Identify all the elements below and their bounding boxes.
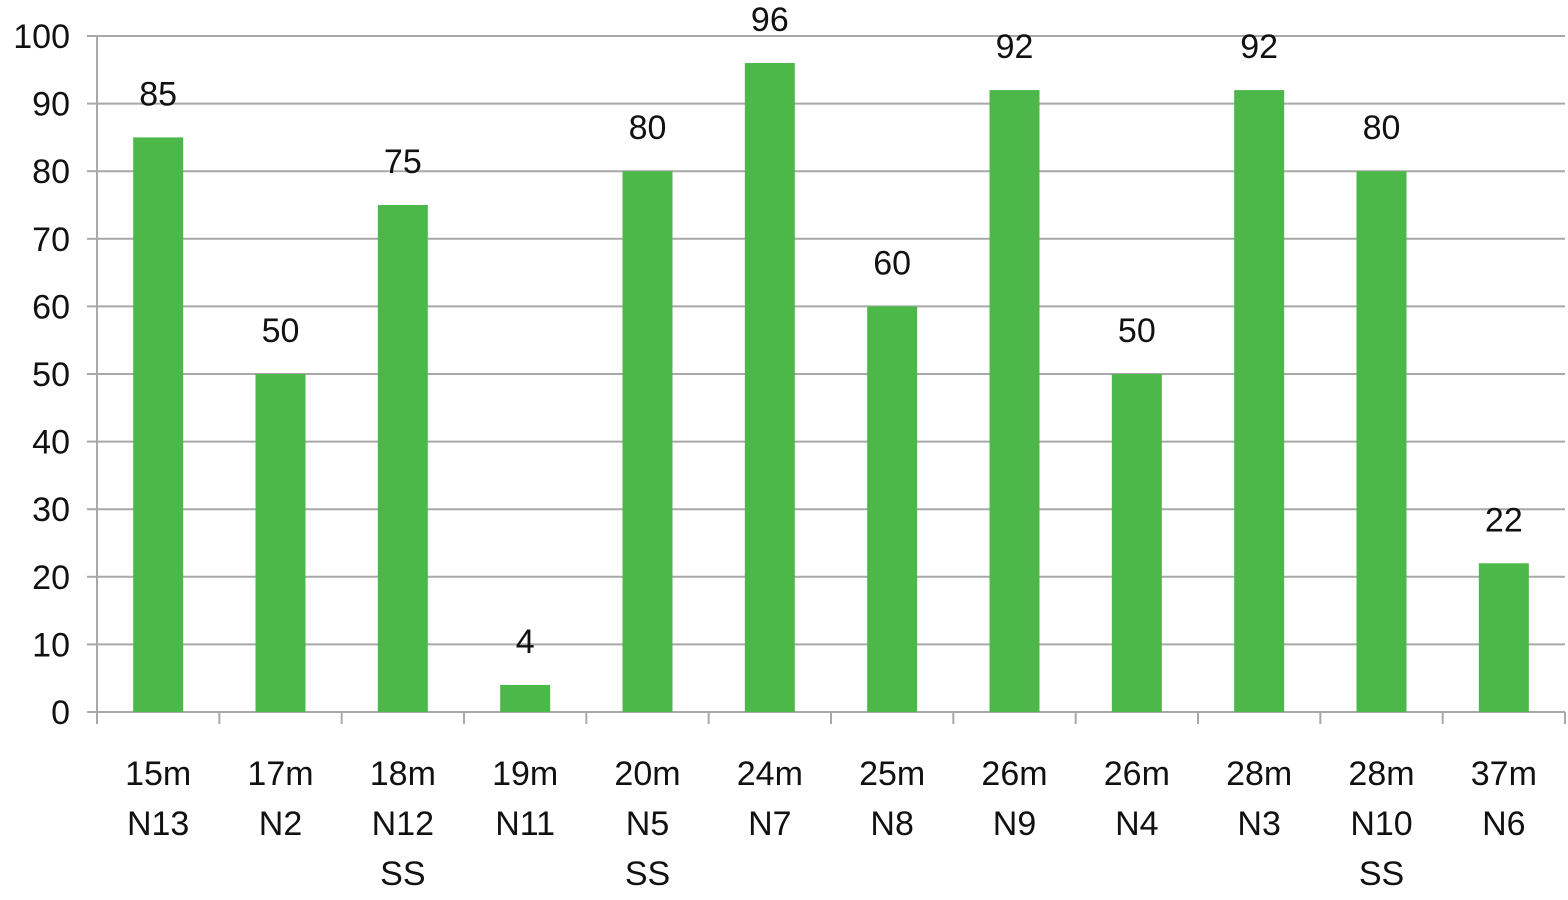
x-tick-label-line: N10	[1350, 805, 1412, 843]
x-tick-label: 28m N10 SS	[1348, 755, 1414, 893]
y-tick-label: 10	[32, 626, 70, 664]
x-tick-label: 15m N13	[125, 755, 191, 843]
x-tick-label: 26m N9	[981, 755, 1047, 843]
value-label: 85	[139, 75, 177, 113]
value-label: 75	[384, 143, 422, 181]
x-tick-label: 19m N11	[492, 755, 558, 843]
x-tick-label: 17m N2	[247, 755, 313, 843]
bar	[1356, 171, 1407, 712]
x-tick-label: 24m N7	[737, 755, 803, 843]
x-tick-label-line: N11	[495, 805, 555, 843]
x-tick-label-line: 25m	[859, 755, 925, 793]
x-tick-label-line: 26m	[981, 755, 1047, 793]
x-tick-label-line: N9	[993, 805, 1036, 843]
x-tick-label-line: N4	[1115, 805, 1158, 843]
y-tick-label: 60	[32, 288, 70, 326]
value-label: 80	[629, 109, 667, 147]
x-tick-label-line: N8	[870, 805, 913, 843]
x-tick-label: 26m N4	[1104, 755, 1170, 843]
x-tick-label-line: SS	[380, 855, 425, 893]
x-tick-label-line: N7	[748, 805, 791, 843]
value-label: 96	[751, 1, 789, 39]
y-tick-label: 20	[32, 559, 70, 597]
x-tick-label-line: 20m	[614, 755, 680, 793]
y-tick-label: 30	[32, 491, 70, 529]
bar	[133, 137, 184, 712]
x-tick-label-line: SS	[625, 855, 670, 893]
y-tick-label: 90	[32, 86, 70, 124]
x-tick-label: 20m N5 SS	[614, 755, 680, 893]
value-label: 92	[1240, 28, 1278, 66]
bar	[500, 684, 551, 712]
value-label: 92	[996, 28, 1034, 66]
x-tick-label: 18m N12 SS	[370, 755, 436, 893]
bar	[1234, 90, 1285, 712]
x-tick-label-line: 18m	[370, 755, 436, 793]
value-label: 80	[1363, 109, 1401, 147]
x-tick-label-line: N2	[259, 805, 302, 843]
bar	[622, 171, 673, 712]
y-tick-label: 50	[32, 356, 70, 394]
x-tick-label-line: 28m	[1226, 755, 1292, 793]
x-tick-label-line: 37m	[1471, 755, 1537, 793]
value-label: 60	[873, 244, 911, 282]
x-tick-label-line: 17m	[247, 755, 313, 793]
x-tick-label-line: N6	[1482, 805, 1525, 843]
x-tick-label-line: N12	[372, 805, 434, 843]
y-tick-label: 100	[13, 18, 70, 56]
bar	[377, 205, 428, 712]
x-tick-label: 37m N6	[1471, 755, 1537, 843]
value-label: 50	[262, 312, 300, 350]
bar	[1111, 374, 1162, 712]
y-tick-label: 0	[51, 694, 70, 732]
value-label: 4	[516, 623, 535, 661]
y-tick-label: 40	[32, 424, 70, 462]
bar	[255, 374, 306, 712]
x-tick-label: 25m N8	[859, 755, 925, 843]
x-tick-label-line: 15m	[125, 755, 191, 793]
x-tick-label-line: N5	[626, 805, 669, 843]
bar	[867, 306, 918, 712]
value-label: 50	[1118, 312, 1156, 350]
x-tick-label-line: 28m	[1348, 755, 1414, 793]
x-tick-label-line: 26m	[1104, 755, 1170, 793]
x-tick-label-line: SS	[1359, 855, 1404, 893]
y-tick-label: 70	[32, 221, 70, 259]
x-tick-label: 28m N3	[1226, 755, 1292, 843]
x-tick-label-line: N13	[127, 805, 189, 843]
value-label: 22	[1485, 501, 1523, 539]
x-tick-label-line: N3	[1237, 805, 1280, 843]
bar	[1478, 563, 1529, 712]
bar	[989, 90, 1040, 712]
y-tick-label: 80	[32, 153, 70, 191]
x-tick-label-line: 19m	[492, 755, 558, 793]
bar	[744, 63, 795, 713]
x-tick-label-line: 24m	[737, 755, 803, 793]
